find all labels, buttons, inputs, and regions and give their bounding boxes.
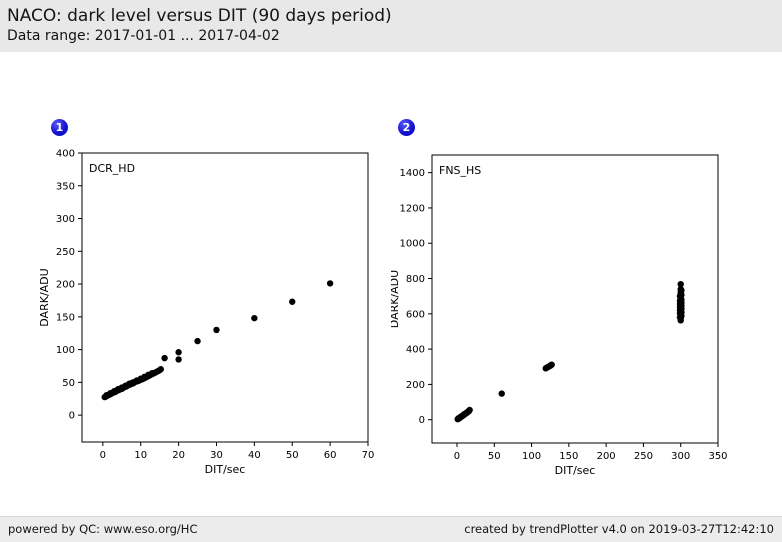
svg-text:0: 0 — [454, 451, 460, 462]
svg-text:100: 100 — [522, 451, 541, 462]
svg-text:DIT/sec: DIT/sec — [555, 464, 596, 477]
svg-text:1400: 1400 — [400, 168, 425, 179]
svg-text:DARK/ADU: DARK/ADU — [38, 268, 51, 326]
date-range-subtitle: Data range: 2017-01-01 ... 2017-04-02 — [7, 28, 280, 44]
report-footer: powered by QC: www.eso.org/HC created by… — [0, 516, 782, 542]
svg-text:300: 300 — [671, 451, 690, 462]
svg-text:400: 400 — [406, 345, 425, 356]
svg-text:FNS_HS: FNS_HS — [439, 164, 481, 177]
svg-text:200: 200 — [597, 451, 616, 462]
svg-text:DCR_HD: DCR_HD — [89, 162, 135, 175]
svg-text:600: 600 — [406, 309, 425, 320]
svg-text:200: 200 — [56, 280, 75, 291]
scatter-plot-fns-hs: 0 50 100 150 200 250 300 350 0 200 400 600 800 1000 12… — [391, 154, 728, 477]
svg-text:250: 250 — [634, 451, 653, 462]
svg-text:0: 0 — [100, 450, 106, 461]
footer-powered-by: powered by QC: www.eso.org/HC — [8, 522, 198, 536]
svg-text:0: 0 — [69, 411, 75, 422]
page-title: NACO: dark level versus DIT (90 days per… — [7, 6, 392, 26]
svg-text:150: 150 — [56, 312, 75, 323]
svg-text:250: 250 — [56, 247, 75, 258]
svg-text:300: 300 — [56, 214, 75, 225]
svg-text:800: 800 — [406, 274, 425, 285]
svg-text:DARK/ADU: DARK/ADU — [391, 270, 401, 328]
svg-text:40: 40 — [248, 450, 261, 461]
svg-text:50: 50 — [488, 451, 501, 462]
plot-1-badge[interactable]: 1 — [51, 119, 68, 136]
svg-text:60: 60 — [324, 450, 337, 461]
svg-text:100: 100 — [56, 345, 75, 356]
svg-text:350: 350 — [56, 181, 75, 192]
report-header: NACO: dark level versus DIT (90 days per… — [0, 0, 782, 52]
svg-text:350: 350 — [708, 451, 727, 462]
svg-text:10: 10 — [134, 450, 147, 461]
svg-text:150: 150 — [559, 451, 578, 462]
svg-text:50: 50 — [286, 450, 299, 461]
svg-text:50: 50 — [62, 378, 75, 389]
svg-text:20: 20 — [172, 450, 185, 461]
svg-text:0: 0 — [419, 415, 425, 426]
svg-text:200: 200 — [406, 380, 425, 391]
svg-text:400: 400 — [56, 149, 75, 160]
scatter-plot-dcr-hd: 0 10 20 30 40 50 60 70 0 50 100 150 200 250 300 350 400 D… — [38, 149, 375, 477]
svg-text:DIT/sec: DIT/sec — [205, 463, 246, 476]
svg-text:70: 70 — [362, 450, 375, 461]
svg-text:1000: 1000 — [400, 239, 425, 250]
footer-created-by: created by trendPlotter v4.0 on 2019-03-… — [464, 522, 774, 536]
svg-text:1200: 1200 — [400, 203, 425, 214]
svg-text:30: 30 — [210, 450, 223, 461]
plot-2-badge[interactable]: 2 — [398, 119, 415, 136]
